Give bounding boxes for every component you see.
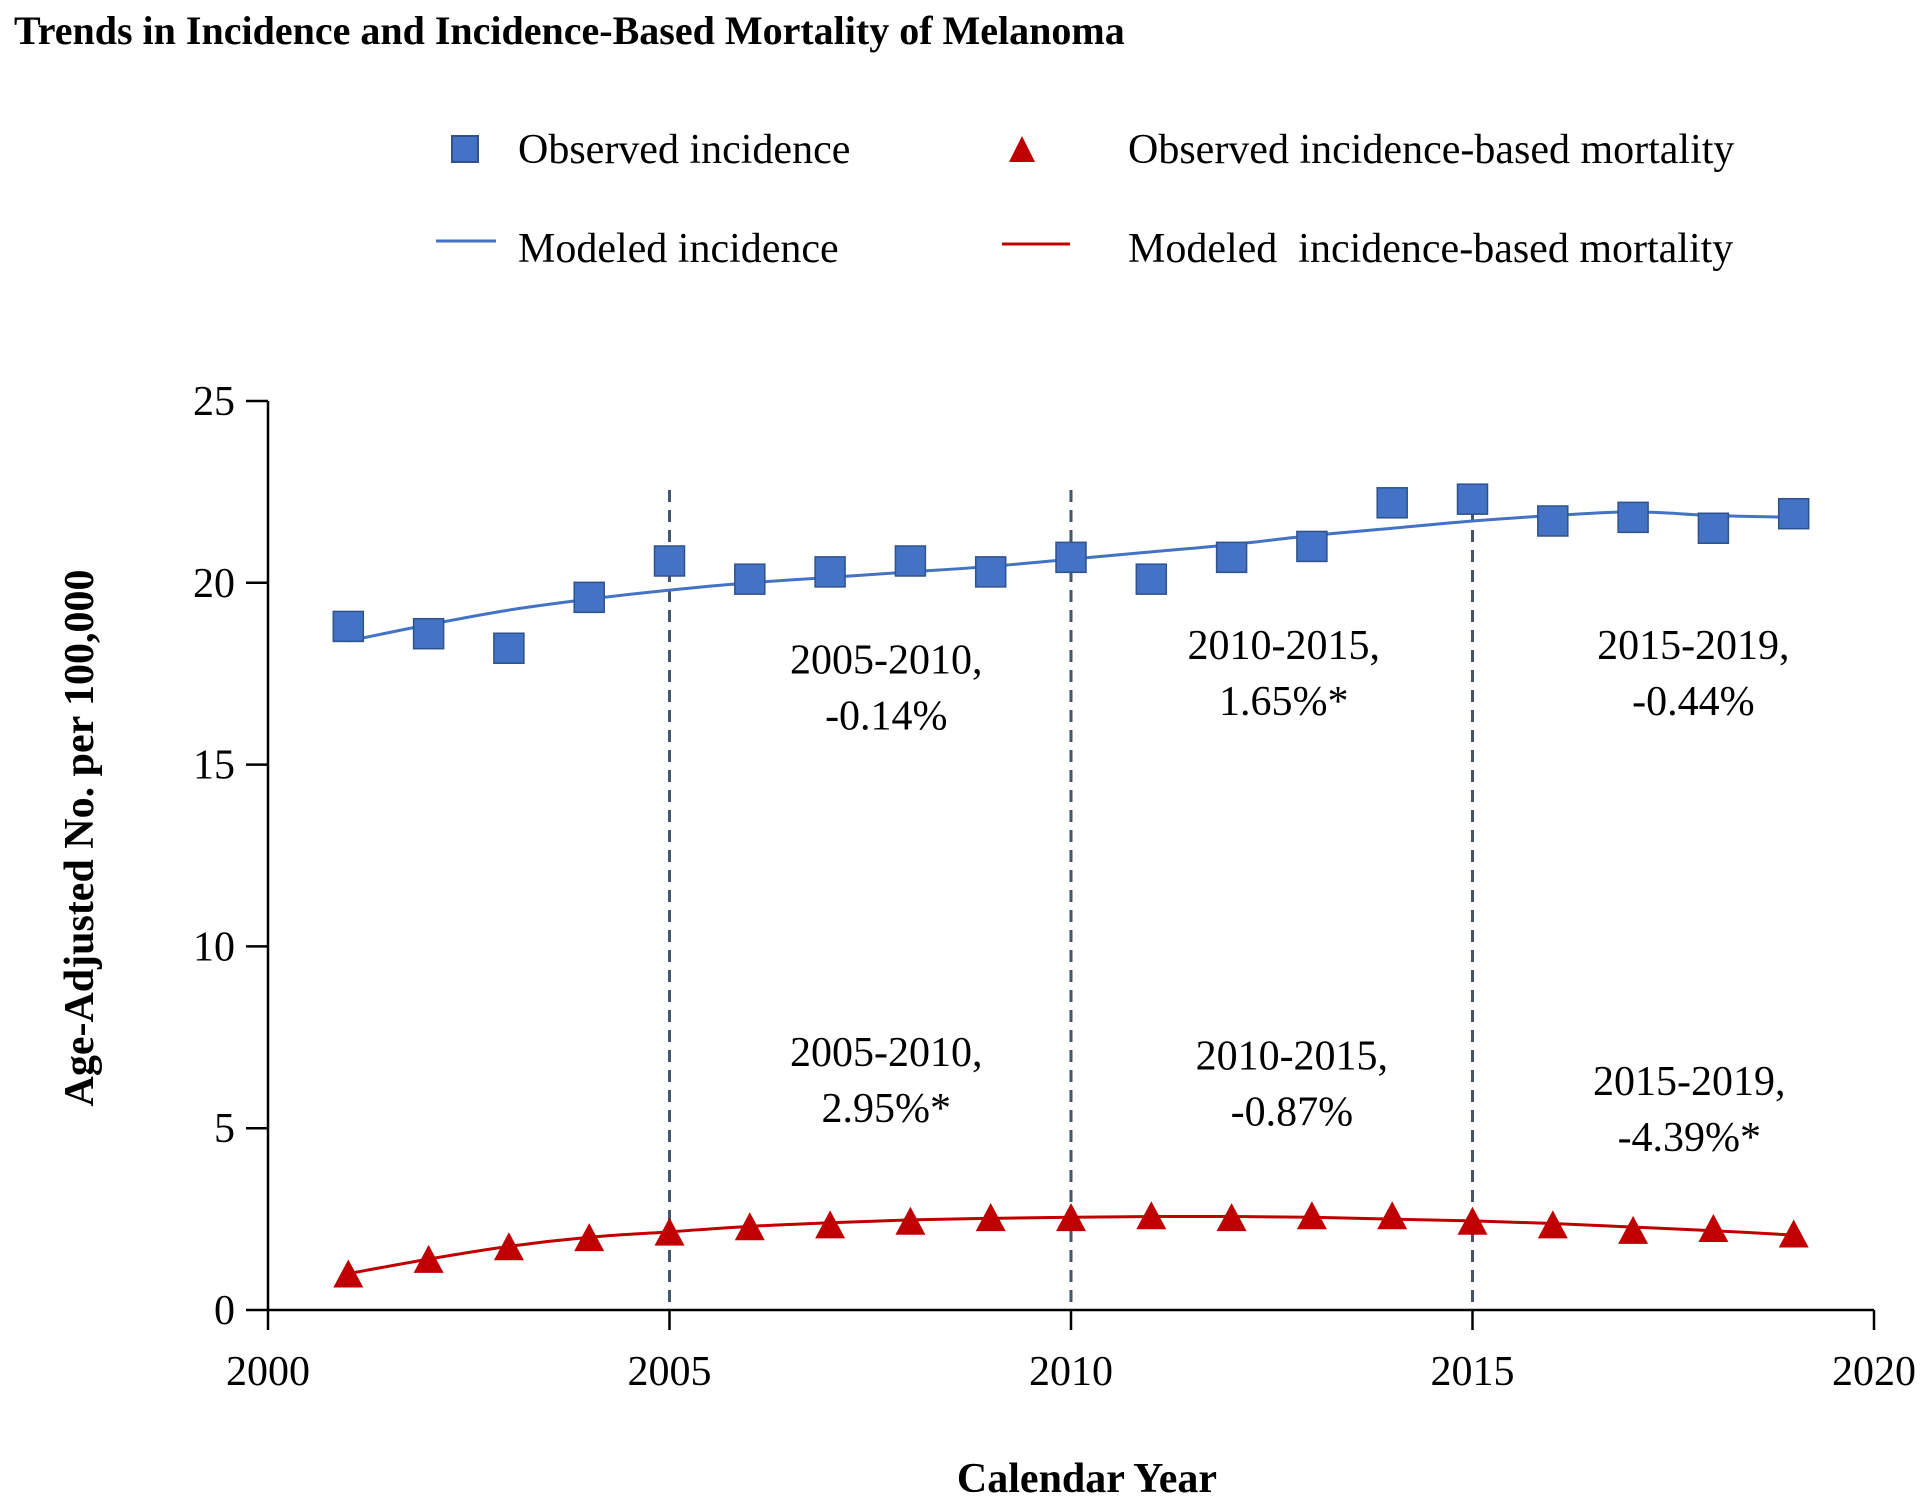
legend-modeled-incidence: Modeled incidence [518,226,839,272]
trend-annotation-period: 2010-2015, [1196,1034,1389,1080]
mortality-point [1056,1203,1086,1232]
mortality-point [734,1212,765,1241]
legend-observed-incidence: Observed incidence [518,127,850,173]
incidence-point [1135,563,1168,595]
trend-annotation-period: 2005-2010, [790,1030,983,1076]
trend-annotation-apc: -0.44% [1632,679,1754,725]
mortality-point [1618,1215,1649,1244]
mortality-point [574,1223,605,1252]
incidence-point [894,545,927,577]
trend-annotation-apc: -0.87% [1231,1090,1353,1136]
mortality-point [1778,1219,1809,1248]
mortality-point [895,1206,926,1235]
trend-annotation-period: 2015-2019, [1597,623,1790,669]
y-tick-label: 20 [193,561,235,607]
incidence-point [412,617,445,650]
x-tick-label: 2015 [1431,1349,1515,1395]
mortality-point [1457,1206,1488,1235]
incidence-point [1055,541,1087,574]
legend-triangle-marker [1009,136,1035,162]
trend-annotation-period: 2010-2015, [1188,623,1381,669]
x-tick-label: 2010 [1029,1349,1113,1395]
incidence-point [814,556,846,588]
incidence-point [1296,530,1328,563]
y-axis-title: Age-Adjusted No. per 100,000 [57,569,103,1106]
y-tick-label: 5 [214,1106,235,1152]
incidence-point [493,632,525,664]
mortality-point [815,1210,846,1239]
x-axis-title: Calendar Year [957,1456,1217,1502]
mortality-point [493,1232,524,1261]
incidence-point [1537,505,1569,537]
trend-annotations: 2005-2010, -0.14% 2010-2015, 1.65%* 2015-201… [790,623,1790,1161]
incidence-point [1617,501,1649,534]
mortality-point [975,1203,1006,1232]
legend: Observed incidence Observed incidence-ba… [436,127,1734,272]
incidence-point [653,545,686,577]
incidence-point [734,563,766,595]
legend-observed-mortality: Observed incidence-based mortality [1128,127,1734,173]
incidence-point [1215,541,1248,574]
incidence-point [1376,487,1408,519]
mortality-point [1537,1210,1568,1239]
y-tick-label: 10 [193,924,235,970]
chart-title: Trends in Incidence and Incidence-Based … [14,8,1125,53]
y-ticks: 0 5 10 15 20 25 [193,379,268,1334]
incidence-point [1697,512,1730,545]
mortality-point [1698,1214,1729,1243]
mortality-point [1136,1201,1167,1230]
incidence-point [1456,483,1489,515]
y-tick-label: 15 [193,743,235,789]
legend-modeled-mortality: Modeled incidence-based mortality [1128,226,1733,272]
incidence-point [974,556,1007,588]
x-tick-label: 2005 [628,1349,712,1395]
trend-annotation-apc: 2.95%* [822,1086,952,1132]
legend-square-marker [451,135,479,163]
observed-markers [332,483,1810,1288]
trend-annotation-apc: -0.14% [825,693,947,739]
x-tick-label: 2000 [226,1349,310,1395]
incidence-point [332,610,365,643]
mortality-point [413,1244,444,1273]
mortality-point [1296,1201,1327,1230]
incidence-point [573,581,605,614]
trend-annotation-apc: -4.39%* [1618,1115,1761,1161]
y-tick-label: 0 [214,1288,235,1334]
incidence-point [1777,497,1810,530]
x-tick-label: 2020 [1832,1349,1916,1395]
mortality-point [1377,1201,1408,1230]
mortality-point [1216,1203,1247,1232]
trend-annotation-period: 2015-2019, [1593,1059,1786,1105]
x-ticks: 2000 2005 2010 2015 2020 [226,1310,1916,1395]
joinpoint-lines [668,490,1474,1310]
mortality-point [654,1217,685,1246]
mortality-point [333,1259,364,1288]
trend-annotation-apc: 1.65%* [1219,679,1349,725]
y-tick-label: 25 [193,379,235,425]
trend-annotation-period: 2005-2010, [790,637,983,683]
